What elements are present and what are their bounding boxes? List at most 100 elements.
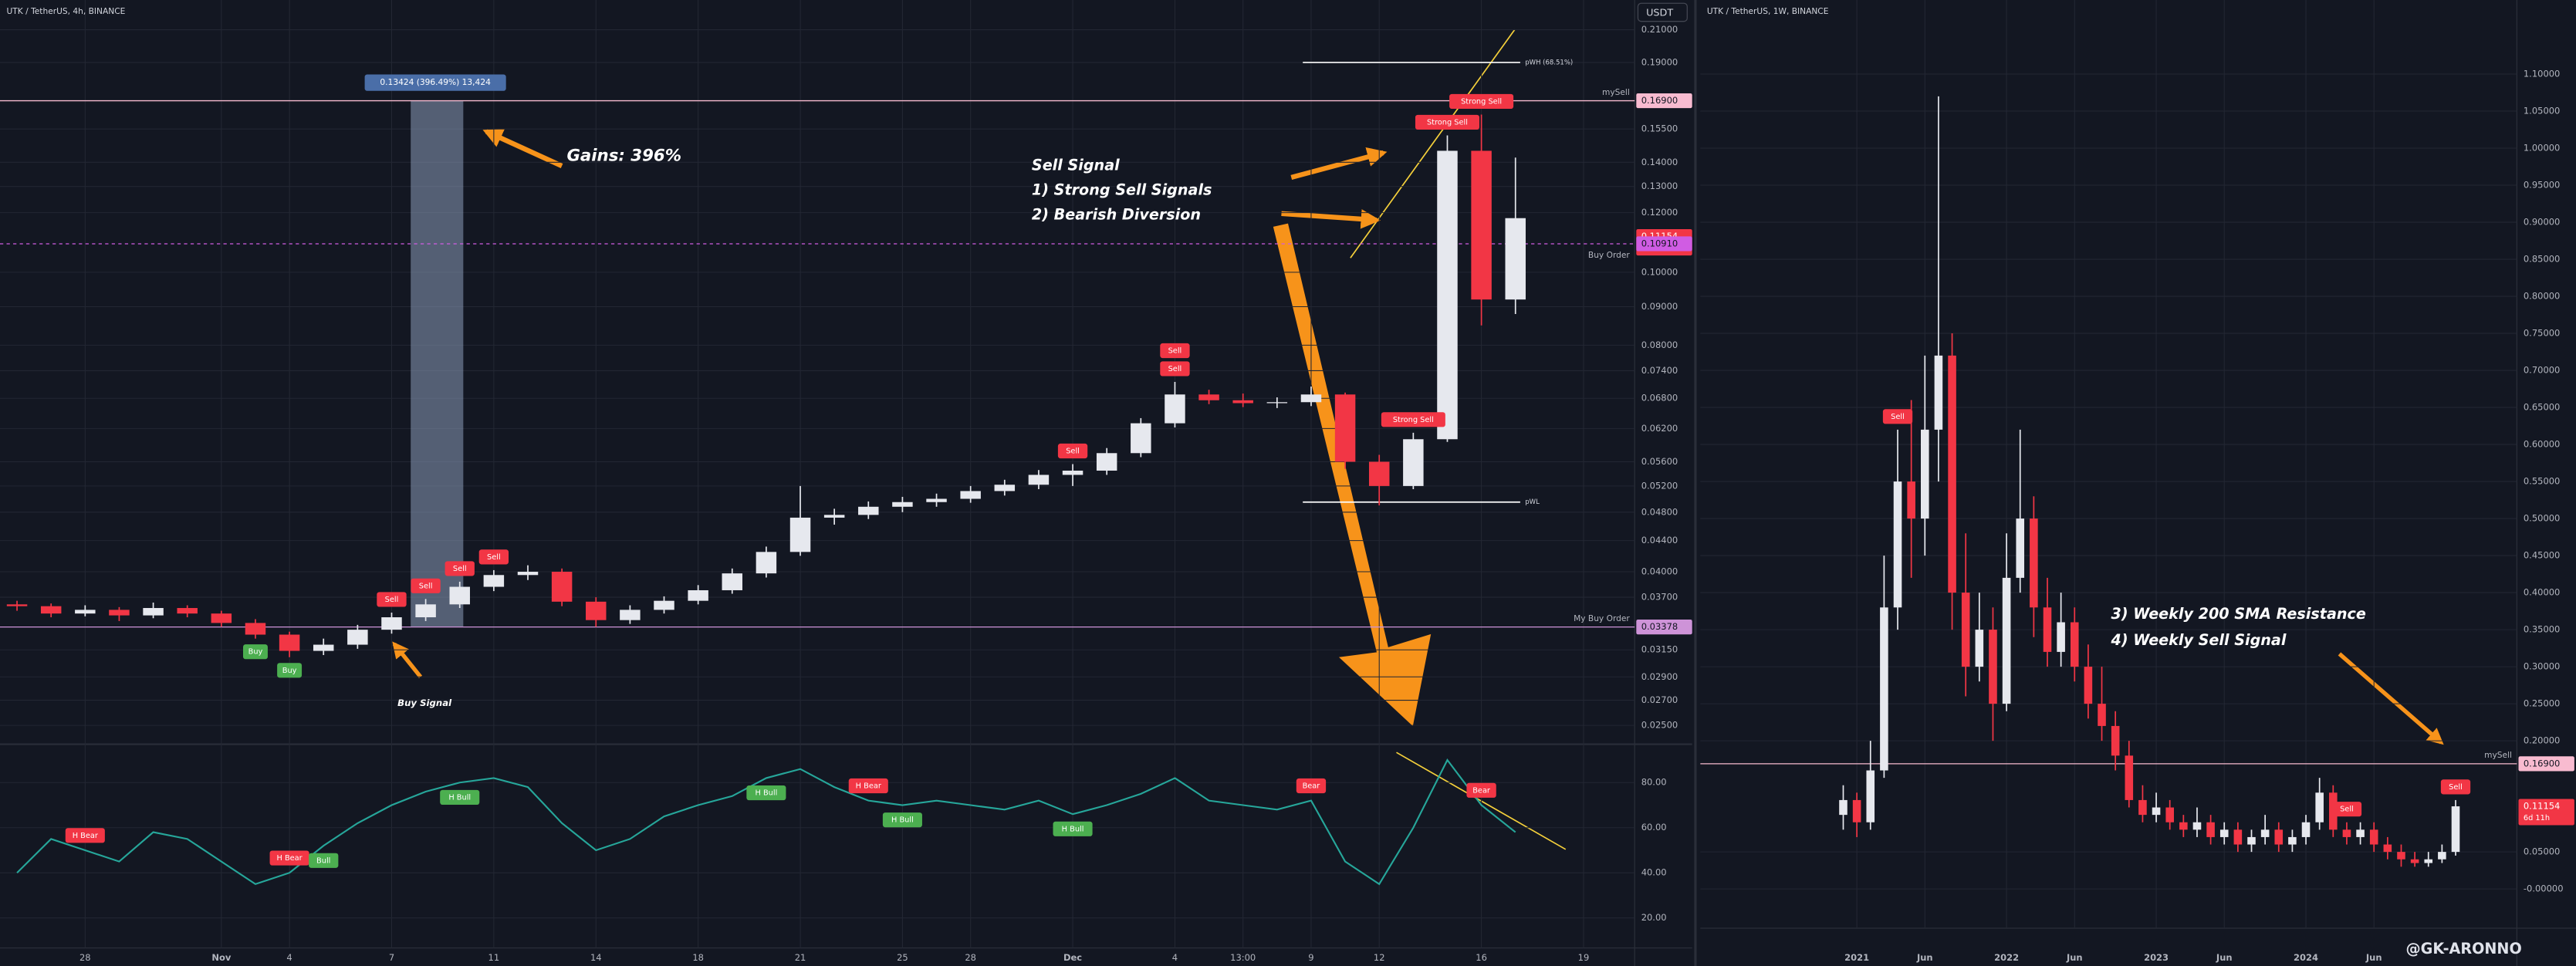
candle-body: [313, 644, 334, 651]
signal-badge: [1415, 114, 1479, 130]
candle-body: [892, 502, 913, 507]
y-tick-label: 0.05600: [1641, 456, 1678, 467]
candle-body: [1096, 453, 1117, 471]
pivot-label: pWH (68.51%): [1525, 59, 1573, 66]
x-tick-label: 12: [1374, 952, 1385, 963]
signal-badge: [242, 644, 268, 660]
candle-body: [2315, 792, 2324, 822]
y-tick-label: 20.00: [1641, 912, 1667, 923]
candle-body: [6, 604, 28, 606]
y-tick-label: 1.05000: [2524, 106, 2560, 117]
x-tick-label: 2022: [1994, 952, 2019, 963]
candle-body: [994, 485, 1016, 491]
signal-badge: [277, 663, 303, 678]
annotation: 3) Weekly 200 SMA Resistance: [2111, 605, 2366, 623]
signal-badge: [478, 549, 509, 565]
signal-badge: [1882, 409, 1913, 424]
candle-body: [2111, 725, 2120, 756]
candle-body: [1266, 402, 1288, 404]
candle-body: [2438, 852, 2446, 860]
candle-body: [2451, 806, 2460, 853]
arrow: [1281, 209, 1381, 229]
candle-body: [1165, 394, 1185, 424]
signal-badge: [1381, 412, 1445, 427]
signal-badge: [445, 561, 475, 576]
signal-label: H Bear: [73, 832, 99, 840]
y-tick-label: 0.02500: [1641, 720, 1678, 731]
candle-body: [2424, 859, 2433, 863]
y-tick-label: 1.10000: [2524, 69, 2560, 79]
y-tick-label: 0.13000: [1641, 181, 1678, 191]
candle-body: [722, 573, 743, 590]
candle-body: [2356, 829, 2365, 837]
candle-body: [2219, 829, 2229, 837]
candle-body: [1880, 607, 1888, 771]
measure-label: 0.13424 (396.49%) 13,424: [380, 77, 491, 87]
y-tick-label: 0.30000: [2524, 661, 2560, 672]
candle-body: [2383, 844, 2392, 853]
signal-label: Bear: [1472, 786, 1491, 795]
arrow: [2338, 652, 2444, 745]
price-label: 0.10910: [1641, 238, 1678, 248]
drawings: [392, 29, 2444, 850]
annotation: 2) Bearish Diversion: [1032, 205, 1201, 223]
candle-body: [2138, 799, 2147, 816]
signal-label: Sell: [419, 582, 433, 590]
x-tick-label: Nov: [211, 952, 231, 963]
candle-body: [2125, 755, 2134, 800]
candle-body: [756, 552, 777, 574]
y-tick-label: 0.03150: [1641, 644, 1678, 655]
y-tick-label: 80.00: [1641, 777, 1667, 788]
price-label: 0.03378: [1641, 621, 1678, 632]
candle-body: [1028, 475, 1050, 485]
y-tick-label: 0.05000: [2524, 846, 2560, 857]
x-tick-label: 13:00: [1230, 952, 1256, 963]
x-tick-label: Jun: [2365, 952, 2382, 963]
y-tick-label: 0.07400: [1641, 365, 1678, 376]
price-line-name: mySell: [2484, 750, 2512, 760]
x-tick-label: 2021: [1844, 952, 1869, 963]
candle-body: [2016, 518, 2025, 578]
x-tick-label: 4: [1172, 952, 1178, 963]
candle-body: [1975, 630, 1984, 667]
candle-body: [1852, 799, 1861, 822]
candle-body: [1368, 461, 1390, 486]
measure-range: [411, 100, 464, 627]
candle-body: [1437, 150, 1458, 440]
annotation: 4) Weekly Sell Signal: [2111, 631, 2287, 649]
y-tick-label: 0.60000: [2524, 439, 2560, 450]
candle-body: [2043, 607, 2052, 652]
indicator-line: [16, 758, 1516, 886]
x-tick-label: 16: [1476, 952, 1487, 963]
signal-label: Sell: [2340, 806, 2354, 814]
y-tick-label: 0.10000: [1641, 266, 1678, 277]
price-label-box: [1636, 620, 1692, 635]
candle-body: [2179, 822, 2188, 830]
x-tick-label: 19: [1578, 952, 1590, 963]
candle-body: [347, 630, 368, 645]
candle-body: [926, 498, 947, 502]
candle-body: [960, 491, 981, 499]
candle-body: [2397, 852, 2405, 860]
signal-badge: [1449, 93, 1514, 110]
signal-badge: [882, 812, 922, 828]
candle-body: [1948, 355, 1956, 593]
y-tick-label: 0.21000: [1641, 24, 1678, 35]
x-tick-label: Jun: [2066, 952, 2083, 963]
signal-label: Strong Sell: [1393, 416, 1434, 424]
candle-body: [1131, 423, 1151, 454]
signal-label: Sell: [487, 553, 501, 562]
candle-body: [1334, 394, 1356, 462]
candle-body: [2288, 836, 2297, 845]
y-tick-label: 0.90000: [2524, 217, 2560, 228]
annotation: Gains: 396%: [566, 146, 681, 165]
candle-body: [2098, 704, 2106, 726]
y-tick-label: 0.14000: [1641, 157, 1678, 167]
axis-unit: USDT: [1646, 8, 1673, 19]
signal-badge: [1057, 443, 1088, 459]
signal-label: Bull: [316, 856, 330, 865]
y-tick-label: 0.04000: [1641, 566, 1678, 577]
y-tick-label: -0.00000: [2524, 883, 2564, 894]
